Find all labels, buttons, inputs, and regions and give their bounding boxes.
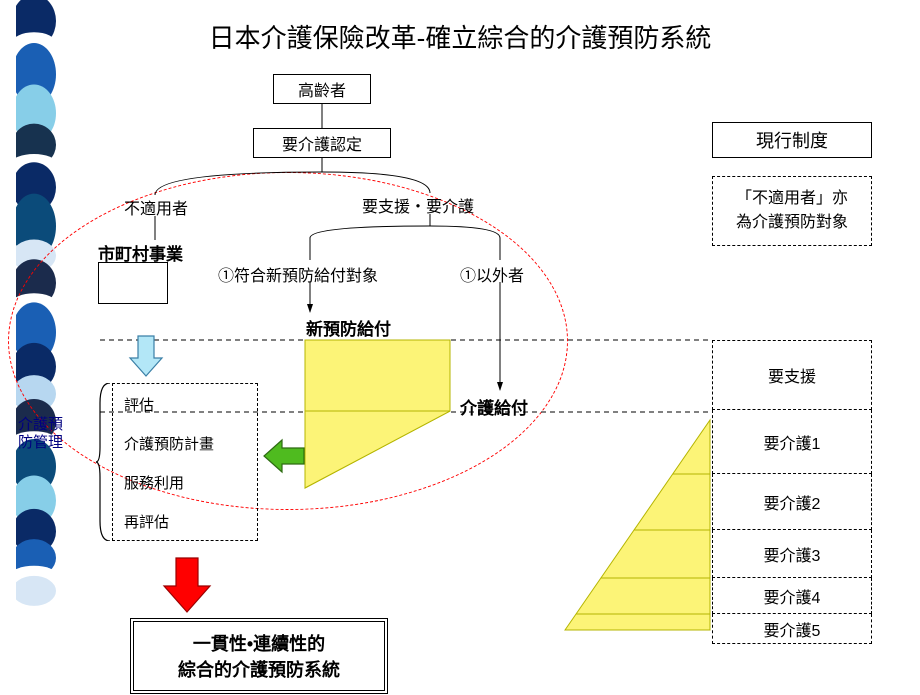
label-others: ①以外者	[460, 262, 524, 286]
list-item: 介護預防計畫	[124, 433, 214, 454]
rt-row-4: 要介護3	[712, 530, 872, 578]
list-item: 評估	[124, 394, 214, 415]
arrow-down-red-icon	[162, 556, 212, 614]
box-municipal-empty	[98, 262, 168, 304]
list-item: 服務利用	[124, 472, 214, 493]
rt-row-5: 要介護4	[712, 578, 872, 614]
brace-icon	[96, 383, 114, 541]
list-items: 評估 介護預防計畫 服務利用 再評估	[124, 394, 214, 550]
rt-row-6: 要介護5	[712, 614, 872, 644]
rt-row-2: 要介護1	[712, 410, 872, 474]
label-new-prevent-benefit: 新預防給付	[306, 315, 391, 340]
label-new-prevent-target: ①符合新預防給付對象	[218, 262, 378, 286]
side-label: 介護預 防管理	[18, 416, 68, 452]
list-item: 再評估	[124, 511, 214, 532]
label-care-benefit: 介護給付	[460, 394, 528, 419]
arrow-down-cyan-icon	[128, 334, 164, 378]
rt-row-3: 要介護2	[712, 474, 872, 530]
final-box: 一貫性•連續性的 綜合的介護預防系統	[130, 618, 388, 694]
arrow-left-green-icon	[262, 438, 306, 474]
box-certification: 要介護認定	[253, 128, 391, 158]
rt-header: 現行制度	[712, 122, 872, 158]
box-elderly: 高齡者	[273, 74, 371, 104]
label-not-applicable: 不適用者	[124, 195, 188, 219]
label-support-care: 要支援・要介護	[362, 193, 474, 217]
rt-row-1: 要支援	[712, 340, 872, 410]
page-title: 日本介護保險改革-確立綜合的介護預防系統	[0, 18, 920, 55]
rt-row-0: 「不適用者」亦 為介護預防對象	[712, 176, 872, 246]
